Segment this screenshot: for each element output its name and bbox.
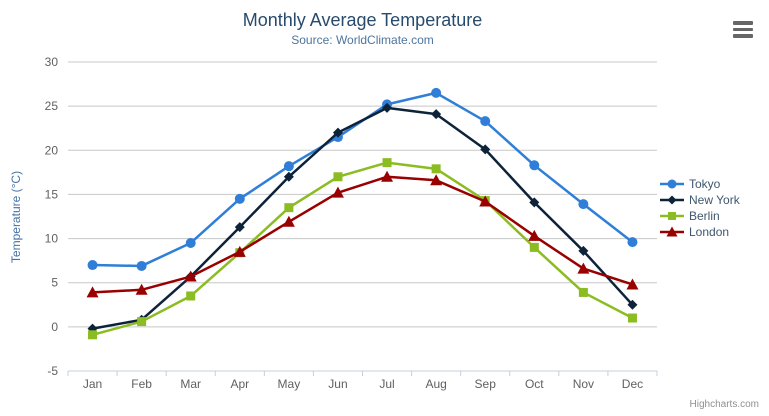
legend-item-london[interactable]: London bbox=[660, 224, 740, 240]
data-point-tokyo[interactable] bbox=[480, 116, 491, 127]
x-axis-label: Oct bbox=[525, 377, 544, 391]
data-point-new-york[interactable] bbox=[627, 299, 638, 310]
y-axis-label: 0 bbox=[51, 320, 58, 334]
legend-marker-icon bbox=[660, 226, 684, 237]
data-point-london[interactable] bbox=[86, 286, 99, 298]
x-axis-label: Jan bbox=[83, 377, 102, 391]
data-point-london[interactable] bbox=[430, 174, 443, 186]
data-point-london[interactable] bbox=[233, 245, 246, 257]
y-axis-label: 25 bbox=[45, 99, 59, 113]
x-axis-label: May bbox=[278, 377, 301, 391]
export-menu-bar bbox=[733, 34, 753, 38]
legend-item-berlin[interactable]: Berlin bbox=[660, 208, 740, 224]
data-point-tokyo[interactable] bbox=[234, 193, 245, 204]
series-line-london bbox=[92, 175, 633, 294]
series-line-tokyo bbox=[92, 91, 634, 268]
data-point-london[interactable] bbox=[331, 186, 344, 198]
data-point-berlin[interactable] bbox=[431, 164, 441, 174]
x-axis-label: Aug bbox=[425, 377, 446, 391]
data-point-new-york[interactable] bbox=[578, 245, 589, 256]
data-point-london[interactable] bbox=[282, 215, 295, 227]
x-axis-label: Jul bbox=[379, 377, 394, 391]
data-point-tokyo[interactable] bbox=[185, 237, 196, 248]
series-line-new-york bbox=[92, 106, 634, 330]
data-point-tokyo[interactable] bbox=[136, 260, 147, 271]
legend-marker bbox=[667, 179, 677, 189]
data-point-london[interactable] bbox=[184, 270, 197, 282]
credits-link[interactable]: Highcharts.com bbox=[689, 399, 759, 410]
chart-subtitle: Source: WorldClimate.com bbox=[291, 33, 434, 47]
legend-label: London bbox=[689, 225, 730, 239]
data-point-london[interactable] bbox=[135, 283, 148, 295]
y-axis-label: 20 bbox=[45, 143, 59, 157]
export-menu-bar bbox=[733, 21, 753, 25]
x-axis-label: Sep bbox=[475, 377, 497, 391]
data-point-london[interactable] bbox=[479, 195, 492, 207]
series-line-berlin bbox=[92, 161, 634, 337]
legend-item-new-york[interactable]: New York bbox=[660, 192, 740, 208]
export-menu-icon[interactable] bbox=[733, 21, 753, 38]
y-axis-label: 5 bbox=[51, 276, 58, 290]
legend-marker bbox=[667, 195, 677, 205]
y-axis-label: -5 bbox=[47, 364, 58, 378]
legend: Tokyo New York Berlin London bbox=[660, 176, 740, 240]
data-point-new-york[interactable] bbox=[529, 197, 540, 208]
data-point-new-york[interactable] bbox=[431, 109, 442, 120]
y-axis-title: Temperature (°C) bbox=[9, 170, 23, 264]
x-axis-label: Mar bbox=[180, 377, 201, 391]
data-point-tokyo[interactable] bbox=[529, 160, 540, 171]
legend-label: Berlin bbox=[689, 209, 720, 223]
data-point-berlin[interactable] bbox=[333, 172, 343, 182]
data-point-berlin[interactable] bbox=[186, 291, 196, 301]
legend-marker-icon bbox=[660, 179, 684, 189]
x-axis-label: Feb bbox=[131, 377, 152, 391]
data-point-berlin[interactable] bbox=[88, 330, 98, 340]
data-point-new-york[interactable] bbox=[234, 222, 245, 233]
legend-marker-icon bbox=[660, 195, 684, 205]
y-axis-label: 30 bbox=[45, 55, 59, 69]
data-point-tokyo[interactable] bbox=[627, 237, 638, 248]
data-point-tokyo[interactable] bbox=[578, 199, 589, 210]
chart-title: Monthly Average Temperature bbox=[242, 10, 483, 30]
data-point-london[interactable] bbox=[577, 262, 590, 274]
y-axis-label: 10 bbox=[45, 232, 59, 246]
data-point-new-york[interactable] bbox=[382, 102, 393, 113]
data-point-berlin[interactable] bbox=[529, 242, 539, 252]
data-point-berlin[interactable] bbox=[382, 158, 392, 168]
x-axis-label: Jun bbox=[328, 377, 347, 391]
data-point-london[interactable] bbox=[626, 278, 639, 290]
x-axis-label: Dec bbox=[622, 377, 643, 391]
data-point-berlin[interactable] bbox=[137, 317, 147, 327]
legend-marker bbox=[668, 212, 676, 220]
export-menu-bar bbox=[733, 27, 753, 31]
legend-label: Tokyo bbox=[689, 177, 721, 191]
data-point-berlin[interactable] bbox=[578, 287, 588, 297]
data-point-tokyo[interactable] bbox=[283, 161, 294, 172]
x-axis-label: Nov bbox=[573, 377, 594, 391]
x-axis-label: Apr bbox=[230, 377, 249, 391]
data-point-new-york[interactable] bbox=[332, 127, 343, 138]
data-point-tokyo[interactable] bbox=[431, 87, 442, 98]
data-point-berlin[interactable] bbox=[284, 203, 294, 213]
legend-label: New York bbox=[689, 193, 740, 207]
legend-item-tokyo[interactable]: Tokyo bbox=[660, 176, 740, 192]
y-axis-label: 15 bbox=[45, 187, 59, 201]
data-point-london[interactable] bbox=[528, 229, 541, 241]
legend-marker bbox=[666, 226, 678, 237]
data-point-berlin[interactable] bbox=[627, 313, 637, 323]
data-point-new-york[interactable] bbox=[480, 144, 491, 155]
data-point-tokyo[interactable] bbox=[87, 260, 98, 271]
data-point-london[interactable] bbox=[381, 170, 394, 182]
legend-marker-icon bbox=[660, 212, 684, 220]
data-point-new-york[interactable] bbox=[283, 171, 294, 182]
